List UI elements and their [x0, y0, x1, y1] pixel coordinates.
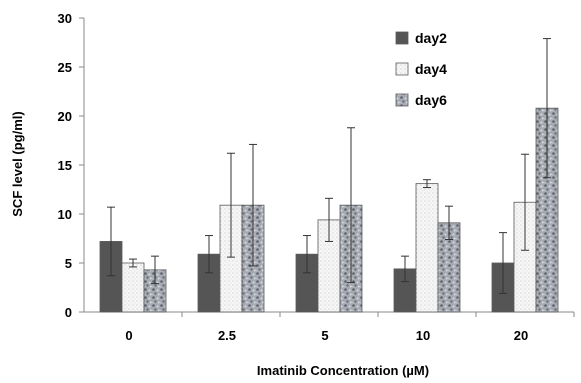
bars-group — [99, 107, 559, 313]
y-axis-title: SCF level (pg/ml) — [10, 111, 25, 216]
y-tick-label: 30 — [58, 11, 72, 26]
x-axis-title: Imatinib Concentration (µM) — [257, 363, 429, 378]
x-tick-label: 2.5 — [218, 328, 236, 343]
x-tick-label: 5 — [321, 328, 328, 343]
legend-swatch-day4 — [395, 62, 409, 76]
legend-swatch-day6 — [395, 93, 409, 107]
legend-label-day6: day6 — [415, 92, 447, 108]
legend: day2 day4 day6 — [395, 30, 447, 108]
legend-label-day4: day4 — [415, 61, 447, 77]
y-tick-label: 25 — [58, 60, 72, 75]
y-tick-label: 5 — [65, 256, 72, 271]
y-tick-label: 10 — [58, 207, 72, 222]
legend-label-day2: day2 — [415, 30, 447, 46]
x-tick-label: 20 — [514, 328, 528, 343]
error-bars-group — [107, 38, 551, 294]
x-tick-label: 0 — [125, 328, 132, 343]
legend-swatch-day2 — [395, 31, 409, 45]
y-tick-label: 15 — [58, 158, 72, 173]
x-tick-label: 10 — [416, 328, 430, 343]
bar-day4-10 — [415, 183, 439, 313]
tick-labels-group: 0 5 10 15 20 25 30 0 2.5 5 10 20 — [58, 11, 529, 343]
y-tick-label: 0 — [65, 305, 72, 320]
y-tick-label: 20 — [58, 109, 72, 124]
bar-day4-0 — [121, 262, 145, 313]
